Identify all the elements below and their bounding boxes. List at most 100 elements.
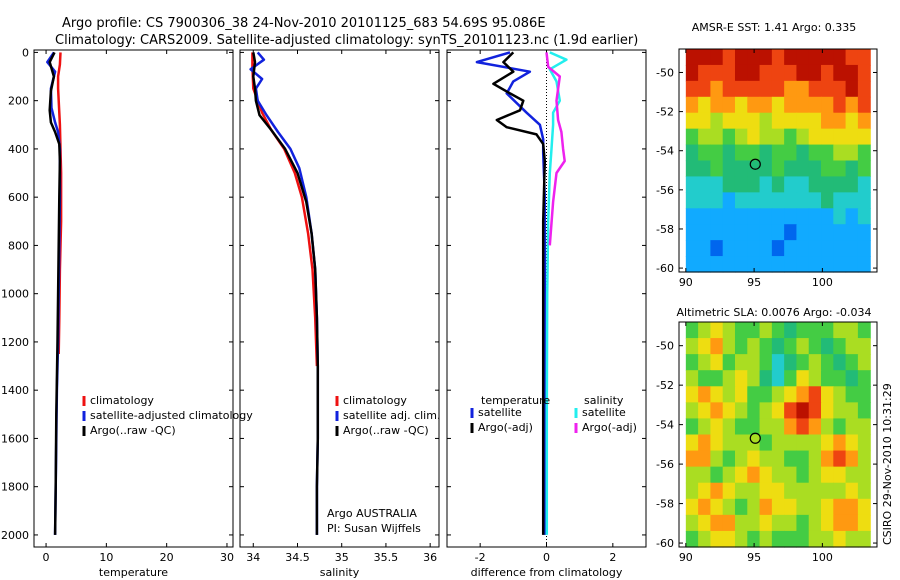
sla-map-cell [698, 370, 712, 387]
sla-map-cell [734, 434, 748, 452]
sla-map-cell [833, 450, 847, 468]
sla-map-cell [734, 530, 748, 548]
sst-map-cell [685, 176, 699, 193]
sst-map-cell [784, 192, 798, 209]
sst-map-cell [808, 192, 822, 209]
sst-map-cell [685, 64, 699, 82]
sst-map-cell [808, 64, 822, 82]
salinity-legend-climatology-label: climatology [343, 394, 407, 407]
sla-map-ytick-label: -52 [656, 379, 674, 392]
difference-legend-1-satellite_salinity-label: satellite [582, 406, 626, 419]
sla-map-cell [857, 322, 871, 339]
sla-map-cell [857, 434, 871, 452]
sla-map-cell [759, 338, 773, 355]
sst-map-cell [722, 176, 736, 193]
sla-map-cell [845, 450, 859, 468]
difference-profile-plot: -2 0 2 difference from climatology temperatu… [446, 49, 647, 579]
sst-map-cell [722, 96, 736, 114]
sst-map-title: AMSR-E SST: 1.41 Argo: 0.335 [692, 21, 857, 34]
sla-map-cell [734, 354, 748, 371]
sst-map-cell [808, 160, 822, 178]
sst-map-cell [722, 144, 736, 162]
sla-map-cell [759, 402, 773, 420]
sla-map-cell [722, 530, 736, 548]
sst-map-cell [722, 256, 736, 273]
sst-map-cell [845, 208, 859, 225]
sla-map-cell [722, 354, 736, 371]
sla-map-cell [685, 514, 699, 532]
sst-map-cell [685, 80, 699, 98]
sst-map-cell [784, 256, 798, 273]
sst-map-cell [796, 224, 810, 241]
sla-map-cell [845, 402, 859, 420]
sst-map-ytick-label: -60 [656, 262, 674, 275]
sla-map-cell [734, 386, 748, 403]
sst-map-cell [833, 160, 847, 178]
sla-map-cell [821, 450, 834, 468]
sla-map-cell [833, 530, 847, 548]
sla-map-cell [857, 370, 871, 387]
sst-map-cell [796, 192, 810, 209]
sla-map-cell [734, 370, 748, 387]
sst-map-cell [784, 208, 798, 225]
sla-map-cell [747, 386, 761, 403]
difference-legend-0-satellite-label: satellite [478, 406, 522, 419]
sla-map-cell [845, 466, 859, 484]
sst-map-cell [734, 224, 748, 241]
sla-map-cell [734, 498, 748, 516]
sst-map-cell [747, 64, 761, 82]
sst-map-cell [857, 49, 871, 66]
sst-map-cell [857, 240, 871, 257]
sla-map-cell [771, 434, 785, 452]
sla-map-cell [784, 418, 798, 436]
sst-map-cell [821, 128, 834, 146]
sst-map-cell [747, 240, 761, 257]
salinity-annotation-line1: Argo AUSTRALIA [327, 507, 417, 520]
difference-legend-title-0: temperature [481, 394, 550, 407]
sla-map-cell [784, 402, 798, 420]
sst-map-cell [784, 64, 798, 82]
sst-map-cell [784, 80, 798, 98]
sst-map-cell [784, 128, 798, 146]
difference-xtick-label: 2 [609, 551, 616, 564]
sst-map-cell [734, 96, 748, 114]
sla-map-cell [698, 514, 712, 532]
difference-series-satellite [475, 51, 547, 535]
temperature-xtick-label: 30 [220, 551, 234, 564]
sst-map-cell [698, 112, 712, 130]
sst-map-cell [821, 192, 834, 209]
sst-map-cell [784, 144, 798, 162]
sla-map-cell [796, 530, 810, 548]
sst-map-cell [821, 208, 834, 225]
sla-map-cell [698, 482, 712, 500]
sst-map-cell [857, 80, 871, 98]
sst-map-cell [808, 176, 822, 193]
sla-map-cell [747, 338, 761, 355]
sla-map-cell [771, 514, 785, 532]
sst-map-ytick-label: -50 [656, 66, 674, 79]
sst-map-cell [833, 144, 847, 162]
sst-map-cell [784, 96, 798, 114]
sla-map-cell [857, 514, 871, 532]
sst-map-cell [722, 128, 736, 146]
sla-map-cell [685, 338, 699, 355]
temperature-legend-argo-label: Argo(..raw -QC) [90, 424, 176, 437]
sst-map-cell [759, 64, 773, 82]
sst-map-cell [821, 80, 834, 98]
sla-map-xtick-label: 90 [679, 551, 693, 564]
sst-map-cell [710, 128, 724, 146]
sst-map-cell [759, 208, 773, 225]
sla-map-cell [698, 498, 712, 516]
sst-map-cell [685, 144, 699, 162]
sla-map-cell [685, 434, 699, 452]
sla-map-cell [747, 402, 761, 420]
figure-title-line2: Climatology: CARS2009. Satellite-adjuste… [55, 33, 638, 48]
sla-map-cell [821, 418, 834, 436]
sla-map-cell [747, 530, 761, 548]
sla-map-cell [821, 322, 834, 339]
sst-map-cell [710, 176, 724, 193]
temperature-ytick-label: 600 [8, 191, 29, 204]
sla-map-cell [771, 450, 785, 468]
sla-map-cell [784, 450, 798, 468]
sst-map-cell [821, 64, 834, 82]
